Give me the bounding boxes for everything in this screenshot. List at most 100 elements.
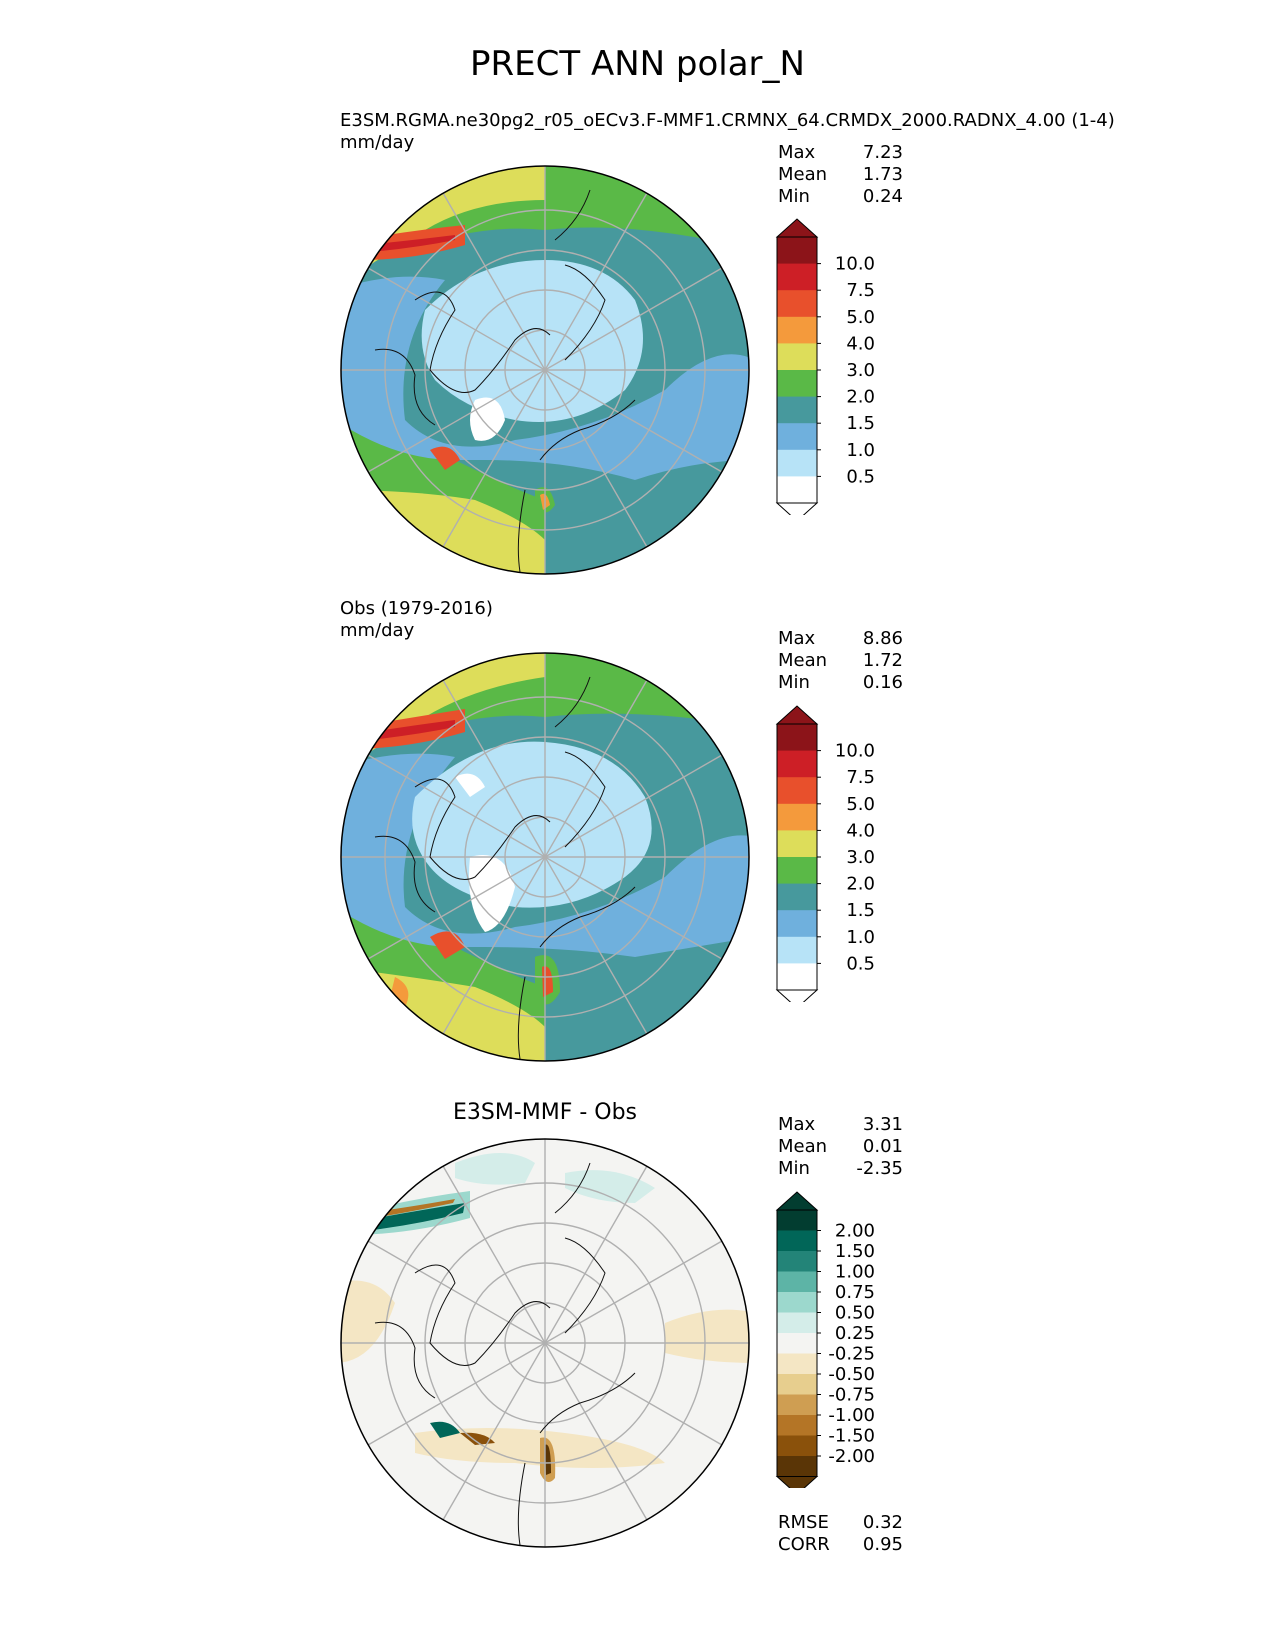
ref-colorbar-tick-label: 1.0 <box>846 927 875 948</box>
test-stat-mean: Mean 1.73 <box>778 164 903 185</box>
test-colorbar-tick-label: 4.0 <box>846 333 875 354</box>
test-colorbar-segment <box>777 290 817 318</box>
ref-archipelago-dry <box>455 773 485 797</box>
diff-stat-min: Min -2.35 <box>778 1158 903 1179</box>
test-pacific-storm-core <box>365 235 455 252</box>
diff-colorbar-tick-label: -0.50 <box>828 1364 875 1385</box>
diff-colorbar-tick-label: -0.75 <box>828 1385 875 1406</box>
ref-dry-ring <box>341 753 749 957</box>
test-colorbar-segment <box>777 476 817 504</box>
diff-colorbar-tick-label: 1.50 <box>835 1241 875 1262</box>
test-colorbar-segment <box>777 316 817 344</box>
diff-southwest-positive <box>341 1513 455 1547</box>
ref-title-units: mm/day <box>340 620 415 641</box>
diff-colorbar-segment <box>777 1271 817 1293</box>
ref-coastlines <box>374 676 636 1060</box>
ref-panel-title: Obs (1979-2016) mm/day <box>340 598 493 642</box>
ref-greenland-dry <box>469 855 515 932</box>
ref-colorbar-segment <box>777 803 817 831</box>
diff-colorbar-tick-label: 0.50 <box>835 1303 875 1324</box>
ref-colorbar-segment <box>777 857 817 885</box>
diff-colorbar-segment <box>777 1210 817 1231</box>
ref-colorbar-tick-label: 1.5 <box>846 900 875 921</box>
diff-polar-map <box>340 1138 750 1548</box>
test-graticule <box>341 166 749 574</box>
test-colorbar-extend-max <box>775 218 819 238</box>
test-coastlines <box>374 189 636 573</box>
ref-stat-max: Max 8.86 <box>778 628 903 649</box>
ref-title-line1: Obs (1979-2016) <box>340 598 493 619</box>
test-colorbar-tick-label: 7.5 <box>846 280 875 301</box>
test-colorbar-tick-label: 10.0 <box>835 254 875 275</box>
ref-stat-min: Min 0.16 <box>778 672 903 693</box>
test-colorbar-tick-label: 2.0 <box>846 387 875 408</box>
test-colorbar-tick-label: 3.0 <box>846 360 875 381</box>
test-colorbar-tick-label: 5.0 <box>846 307 875 328</box>
ref-colorbar-extend-min <box>775 989 819 1002</box>
ref-map-border <box>340 652 750 1062</box>
diff-metrics: RMSE 0.32 CORR 0.95 <box>778 1512 903 1556</box>
diff-colorbar-segment <box>777 1394 817 1416</box>
diff-atlantic-positive <box>430 1421 460 1438</box>
test-colorbar-segment <box>777 263 817 291</box>
diff-metric-rmse: RMSE 0.32 <box>778 1512 903 1533</box>
test-stats: Max 7.23 Mean 1.73 Min 0.24 <box>778 142 903 208</box>
diff-stat-mean: Mean 0.01 <box>778 1136 903 1157</box>
test-title-units: mm/day <box>340 132 415 153</box>
test-colorbar-segment <box>777 396 817 424</box>
diff-metric-corr: CORR 0.95 <box>778 1534 903 1555</box>
test-colorbar-segment <box>777 237 817 265</box>
test-colorbar-tick-label: 0.5 <box>846 466 875 487</box>
diff-coastlines <box>374 1162 636 1546</box>
diff-colorbar-extend-max <box>775 1191 819 1211</box>
test-arctic-basin <box>421 260 643 422</box>
diff-colorbar-segment <box>777 1292 817 1313</box>
diff-colorbar-frame <box>776 1209 818 1477</box>
ref-colorbar-segment <box>777 750 817 778</box>
diff-colorbar-extend-min <box>775 1476 819 1488</box>
ref-colorbar-segment <box>777 963 817 991</box>
test-colorbar-tick-label: 1.5 <box>846 413 875 434</box>
test-title-line1: E3SM.RGMA.ne30pg2_r05_oECv3.F-MMF1.CRMNX… <box>340 110 1115 131</box>
ref-stats: Max 8.86 Mean 1.72 Min 0.16 <box>778 628 903 694</box>
test-stat-min: Min 0.24 <box>778 186 903 207</box>
diff-east-negative <box>665 1309 749 1363</box>
ref-polar-map <box>340 652 750 1062</box>
ref-colorbar-extend-max <box>775 705 819 725</box>
test-colorbar-segment <box>777 449 817 477</box>
diff-panel-title: E3SM-MMF - Obs <box>452 1100 638 1125</box>
ref-colorbar-tick-label: 10.0 <box>835 741 875 762</box>
test-polar-map <box>340 165 750 575</box>
test-panel-title: E3SM.RGMA.ne30pg2_r05_oECv3.F-MMF1.CRMNX… <box>340 110 1115 154</box>
diff-colorbar: 2.001.501.000.750.500.25-0.25-0.50-0.75-… <box>775 1191 875 1488</box>
diff-colorbar-tick-label: -1.50 <box>828 1426 875 1447</box>
test-colorbar: 10.0 7.5 5.0 4.0 3.0 2.0 1.5 1.0 0.5 <box>775 218 875 515</box>
ref-pacific-storm-core <box>365 720 455 740</box>
diff-colorbar-segment <box>777 1374 817 1395</box>
test-colorbar-segment <box>777 423 817 451</box>
diff-colorbar-segment <box>777 1312 817 1334</box>
diff-colorbar-segment <box>777 1435 817 1457</box>
diff-colorbar-segment <box>777 1456 817 1477</box>
test-map-border <box>340 165 750 575</box>
diff-north-positive <box>455 1153 535 1185</box>
diff-pacific-strong-positive <box>360 1203 465 1231</box>
diff-stat-max: Max 3.31 <box>778 1114 903 1135</box>
diff-colorbar-tick-label: 1.00 <box>835 1262 875 1283</box>
ref-colorbar-tick-label: 5.0 <box>846 794 875 815</box>
diff-stats: Max 3.31 Mean 0.01 Min -2.35 <box>778 1114 903 1180</box>
diff-europe-strong-negative <box>545 1444 551 1475</box>
diff-colorbar-segment <box>777 1230 817 1252</box>
test-stat-max: Max 7.23 <box>778 142 903 163</box>
diff-colorbar-segment <box>777 1353 817 1375</box>
ref-colorbar-segment <box>777 724 817 752</box>
diff-colorbar-tick-label: 2.00 <box>835 1221 875 1242</box>
ref-graticule <box>341 653 749 1061</box>
diff-colorbar-tick-label: 0.75 <box>835 1282 875 1303</box>
ref-colorbar-tick-label: 7.5 <box>846 767 875 788</box>
diff-map-border <box>340 1138 750 1548</box>
ref-colorbar: 10.0 7.5 5.0 4.0 3.0 2.0 1.5 1.0 0.5 <box>775 705 875 1002</box>
test-colorbar-segment <box>777 343 817 371</box>
figure-title: PRECT ANN polar_N <box>470 44 805 84</box>
diff-graticule <box>341 1139 749 1547</box>
